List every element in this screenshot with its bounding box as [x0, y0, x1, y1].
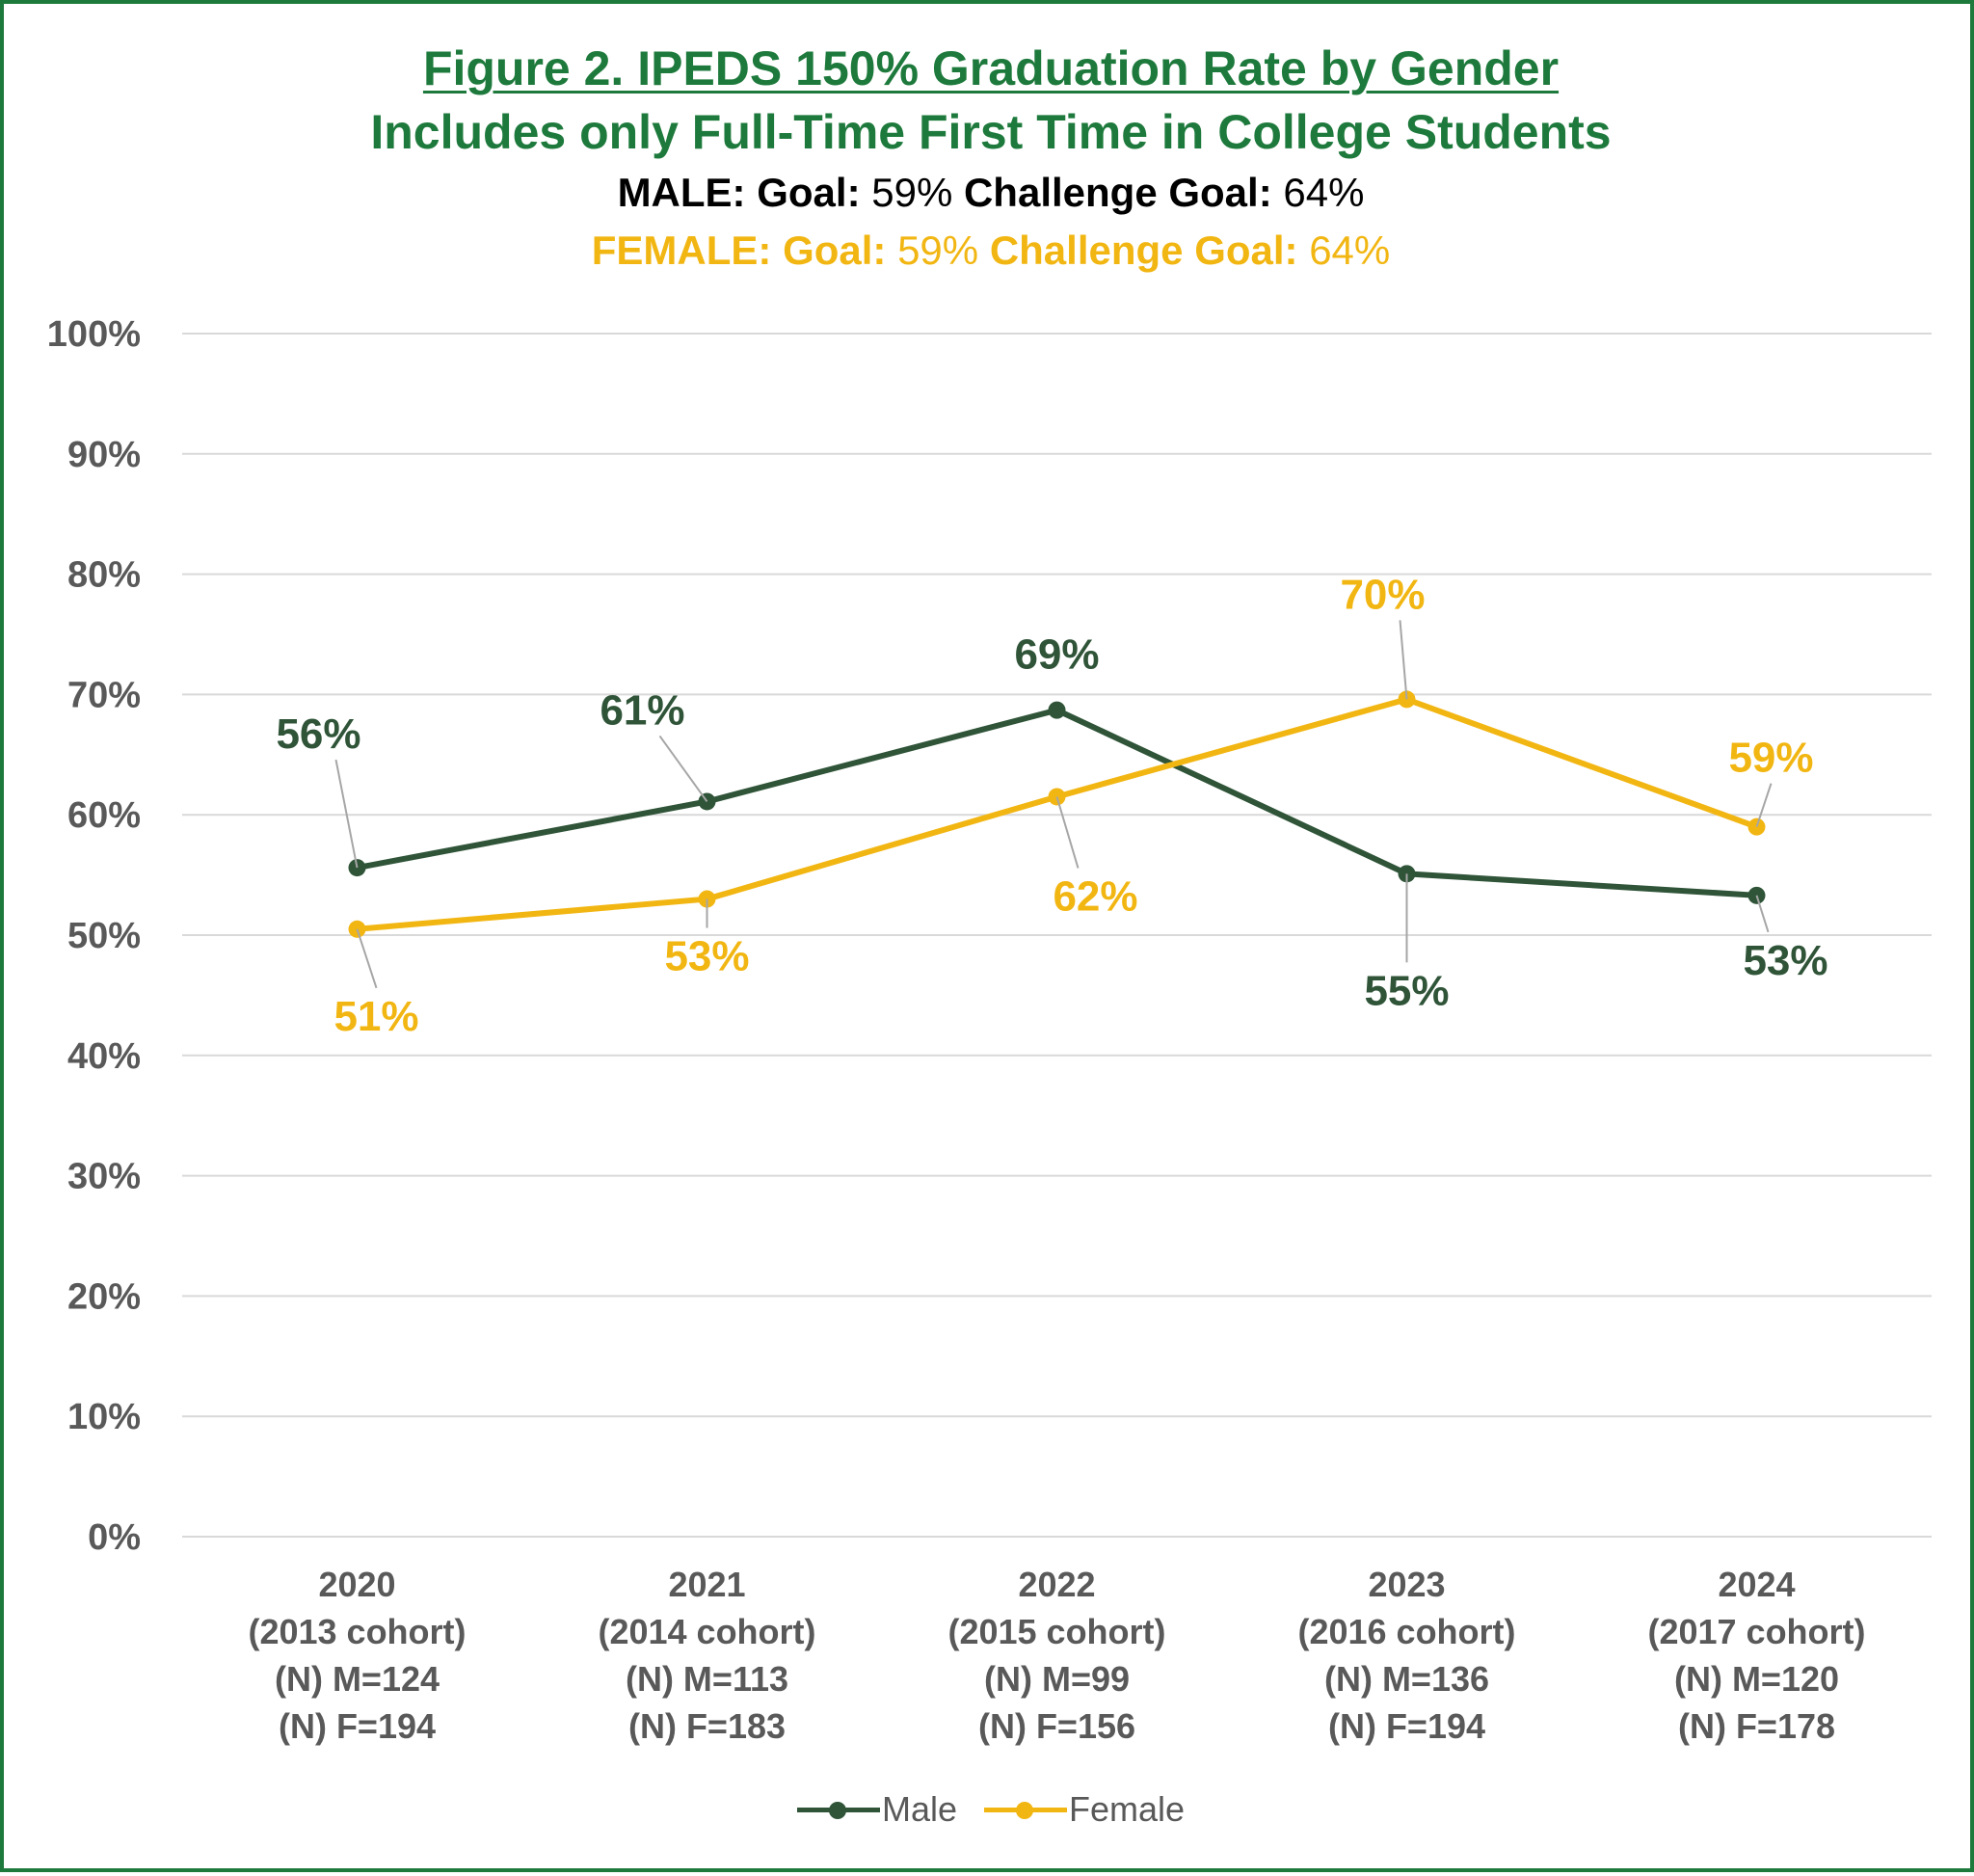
x-tick-label: 2024 (2017 cohort) (N) M=120 (N) F=178	[1647, 1565, 1865, 1746]
male-point	[1048, 701, 1066, 719]
y-tick-label: 20%	[67, 1276, 141, 1317]
male-data-label: 69%	[1014, 631, 1099, 679]
female-goals: FEMALE: Goal: 59% Challenge Goal: 64%	[4, 222, 1974, 280]
chart-title-block: Figure 2. IPEDS 150% Graduation Rate by …	[4, 37, 1974, 280]
male-data-label: 53%	[1743, 937, 1827, 984]
chart-legend: Male Female	[4, 1789, 1974, 1830]
male-data-label: 61%	[600, 686, 684, 734]
female-challenge-value: 64%	[1309, 228, 1391, 273]
legend-label-male: Male	[881, 1789, 957, 1829]
legend-item-female: Female	[983, 1789, 1186, 1830]
x-tick-label: 2020 (2013 cohort) (N) M=124 (N) F=194	[248, 1565, 466, 1746]
y-tick-label: 60%	[67, 795, 141, 836]
y-tick-label: 100%	[47, 314, 141, 355]
male-label: MALE:	[617, 170, 746, 215]
male-goal-value: 59%	[871, 170, 953, 215]
y-tick-label: 40%	[67, 1036, 141, 1077]
x-tick-label: 2021 (2014 cohort) (N) M=113 (N) F=183	[598, 1565, 815, 1746]
legend-item-male: Male	[796, 1789, 957, 1830]
legend-swatch-male	[796, 1792, 880, 1827]
female-leader-line	[356, 928, 378, 989]
y-tick-label: 90%	[67, 435, 141, 475]
female-data-label: 51%	[333, 993, 418, 1040]
chart-subtitle: Includes only Full-Time First Time in Co…	[370, 105, 1612, 159]
y-tick-label: 80%	[67, 555, 141, 596]
female-leader-line	[1055, 796, 1080, 869]
female-data-label: 53%	[664, 933, 749, 980]
female-data-label: 59%	[1728, 735, 1813, 782]
x-tick-label: 2022 (2015 cohort) (N) M=99 (N) F=156	[947, 1565, 1165, 1746]
female-data-label: 70%	[1340, 571, 1425, 618]
male-goal-label: Goal:	[757, 170, 861, 215]
female-leader-line	[1755, 783, 1773, 827]
male-data-label: 56%	[276, 710, 360, 758]
legend-label-female: Female	[1068, 1789, 1186, 1829]
male-leader-line	[334, 759, 359, 869]
y-tick-label: 50%	[67, 916, 141, 956]
male-challenge-value: 64%	[1283, 170, 1365, 215]
female-challenge-label: Challenge Goal:	[989, 228, 1298, 273]
line-chart: 0% 10% 20% 30% 40% 50% 60% 70% 80% 90% 100% 2020 (20…	[47, 314, 1932, 1746]
male-challenge-label: Challenge Goal:	[963, 170, 1272, 215]
female-goal-label: Goal:	[783, 228, 887, 273]
male-data-label: 55%	[1364, 967, 1449, 1014]
male-leader-line	[1755, 895, 1770, 933]
y-tick-label: 70%	[67, 675, 141, 715]
male-leader-line	[658, 735, 708, 803]
female-leader-line	[1399, 620, 1408, 700]
male-goals: MALE: Goal: 59% Challenge Goal: 64%	[4, 164, 1974, 222]
legend-swatch-female	[983, 1792, 1067, 1827]
y-tick-label: 0%	[88, 1517, 141, 1558]
female-goal-value: 59%	[897, 228, 979, 273]
female-data-label: 62%	[1053, 872, 1137, 920]
y-tick-label: 30%	[67, 1157, 141, 1197]
x-tick-label: 2023 (2016 cohort) (N) M=136 (N) F=194	[1297, 1565, 1515, 1746]
chart-title: Figure 2. IPEDS 150% Graduation Rate by …	[422, 41, 1560, 95]
female-label: FEMALE:	[591, 228, 772, 273]
y-tick-label: 10%	[67, 1397, 141, 1437]
